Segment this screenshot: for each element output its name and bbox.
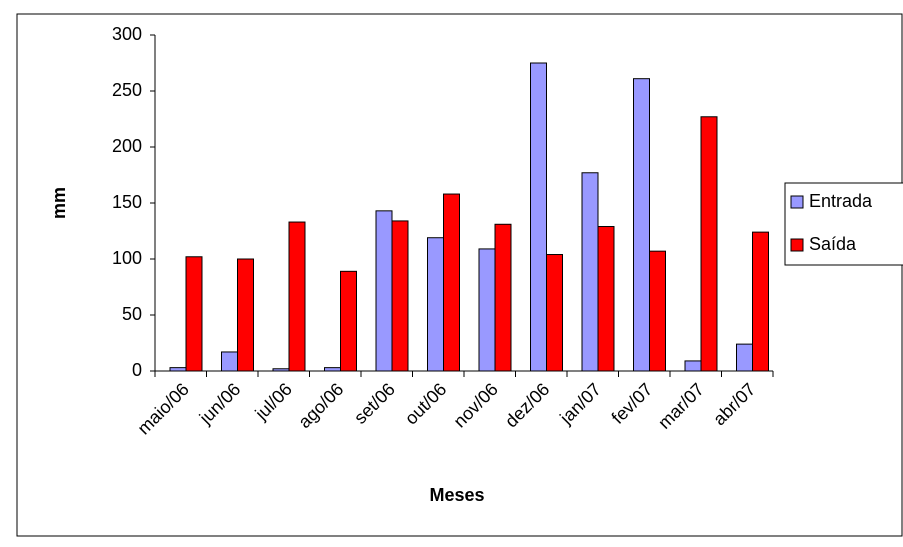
bar [530,62,547,372]
bar [237,258,254,372]
y-tick-label: 300 [112,24,142,44]
y-tick-label: 150 [112,192,142,212]
bar [427,237,444,372]
legend-box [784,182,903,266]
bar [700,116,718,372]
y-tick-label: 100 [112,248,142,268]
bar [633,78,650,372]
legend-swatch [790,195,804,209]
legend-label: Saída [809,234,857,254]
bar [288,221,306,372]
bar [581,172,599,372]
bar [478,248,496,372]
bar [736,343,753,372]
bar [324,367,341,372]
bar [340,270,357,372]
bar [597,226,615,372]
bar [185,256,203,372]
bar [752,231,769,372]
y-tick-label: 200 [112,136,142,156]
y-tick-label: 50 [122,304,142,324]
legend-swatch [790,238,804,252]
bar [375,210,393,372]
x-axis-title: Meses [429,485,484,505]
bar [684,360,702,372]
bar [546,254,563,372]
bar [169,367,187,372]
y-tick-label: 0 [132,360,142,380]
bar [221,351,238,372]
bar [443,193,460,372]
legend-label: Entrada [809,191,873,211]
y-axis-title: mm [49,187,69,219]
bar [494,223,512,372]
bar [391,220,409,372]
y-tick-label: 250 [112,80,142,100]
bar [649,250,666,372]
